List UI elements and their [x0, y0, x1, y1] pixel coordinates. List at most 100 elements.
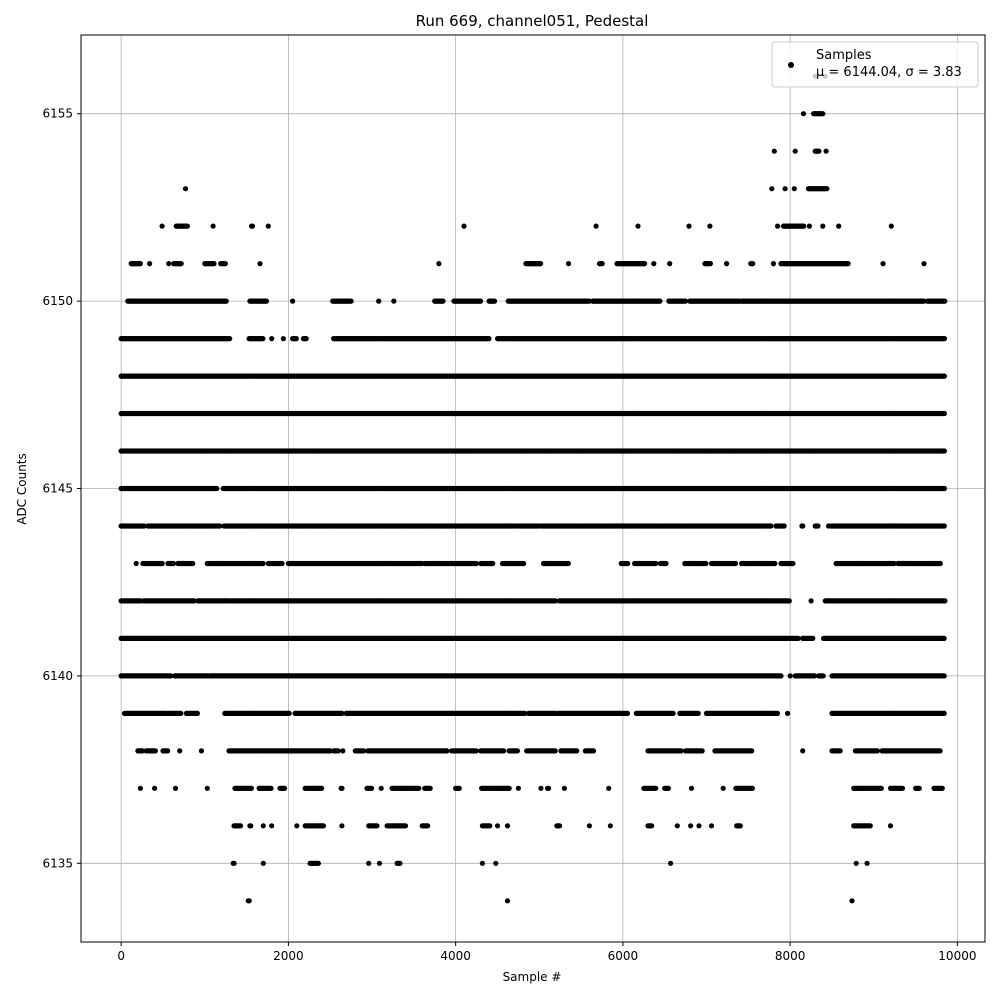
sample-point	[552, 748, 558, 754]
sample-point	[774, 710, 781, 717]
sample-point	[327, 748, 333, 754]
sample-point	[494, 823, 501, 829]
sample-point	[339, 823, 345, 829]
sample-point	[565, 560, 571, 567]
sample-point	[444, 748, 450, 754]
sample-point	[376, 860, 383, 866]
sample-point	[152, 748, 158, 754]
sample-point	[786, 598, 792, 604]
sample-point	[172, 785, 179, 791]
sample-point	[194, 710, 200, 717]
sample-point	[504, 823, 511, 829]
sample-point	[260, 560, 266, 567]
sample-point	[521, 560, 527, 567]
sample-point	[260, 823, 266, 829]
sample-point	[916, 785, 922, 791]
sample-point	[315, 860, 321, 866]
sample-point	[649, 823, 655, 829]
sample-point	[152, 785, 158, 791]
sample-point	[178, 710, 184, 717]
sample-point	[204, 785, 210, 791]
sample-point	[557, 823, 563, 829]
sample-point	[590, 748, 597, 754]
sample-point	[790, 560, 796, 567]
sample-point	[749, 785, 756, 791]
sample-point	[133, 560, 139, 567]
sample-point	[720, 785, 726, 791]
sample-point	[427, 785, 433, 791]
sample-point	[473, 560, 479, 567]
sample-point	[688, 823, 694, 829]
sample-point	[501, 748, 507, 754]
sample-point	[506, 785, 512, 791]
sample-point	[696, 823, 702, 829]
sample-point	[231, 860, 237, 866]
sample-point	[248, 823, 254, 829]
sample-point	[137, 785, 143, 791]
sample-point	[397, 860, 403, 866]
sample-point	[237, 823, 244, 829]
sample-point	[708, 823, 715, 829]
sample-point	[772, 560, 778, 567]
sample-point	[374, 823, 380, 829]
sample-point	[294, 823, 300, 829]
sample-point	[473, 748, 479, 754]
sample-point	[674, 823, 680, 829]
sample-point	[864, 860, 870, 866]
sample-point	[369, 785, 375, 791]
sample-point	[887, 823, 894, 829]
sample-point	[787, 673, 793, 679]
sample-point	[456, 785, 462, 791]
sample-point	[899, 785, 906, 791]
sample-point	[653, 560, 659, 567]
sample-point	[732, 560, 739, 567]
sample-point	[515, 785, 522, 791]
sample-point	[402, 823, 409, 829]
sample-point	[248, 785, 254, 791]
sample-point	[320, 823, 327, 829]
sample-point	[678, 748, 684, 754]
sample-point	[561, 785, 568, 791]
sample-point	[699, 748, 705, 754]
sample-point	[625, 560, 631, 567]
sample-point	[665, 785, 672, 791]
sample-point	[941, 673, 947, 679]
sample-point	[479, 860, 485, 866]
sample-point	[165, 748, 171, 754]
sample-point	[490, 560, 496, 567]
sample-point	[853, 860, 859, 866]
sample-point	[653, 785, 659, 791]
sample-point	[800, 748, 806, 754]
sample-point	[269, 823, 275, 829]
sample-point	[849, 898, 855, 904]
sample-point	[785, 710, 791, 717]
sample-point	[198, 748, 204, 754]
sample-point	[778, 673, 784, 679]
sample-point	[319, 785, 325, 791]
sample-point	[937, 560, 943, 567]
sample-point	[282, 785, 288, 791]
sample-point	[663, 560, 669, 567]
sample-point	[837, 748, 843, 754]
sample-point	[808, 598, 814, 604]
sample-point	[937, 748, 943, 754]
sample-point	[668, 860, 674, 866]
sample-point	[820, 673, 826, 679]
sample-point	[339, 785, 345, 791]
sample-point	[688, 785, 695, 791]
sample-point	[504, 898, 511, 904]
sample-point	[190, 560, 196, 567]
sample-point	[378, 785, 384, 791]
sample-point	[941, 710, 947, 717]
sample-point	[340, 748, 346, 754]
sample-point	[366, 860, 372, 866]
sample-point	[538, 785, 544, 791]
sample-point	[749, 748, 755, 754]
sample-point	[335, 748, 341, 754]
sample-point	[139, 748, 146, 754]
sample-point	[279, 560, 285, 567]
sample-point	[416, 785, 422, 791]
sample-point	[574, 748, 580, 754]
